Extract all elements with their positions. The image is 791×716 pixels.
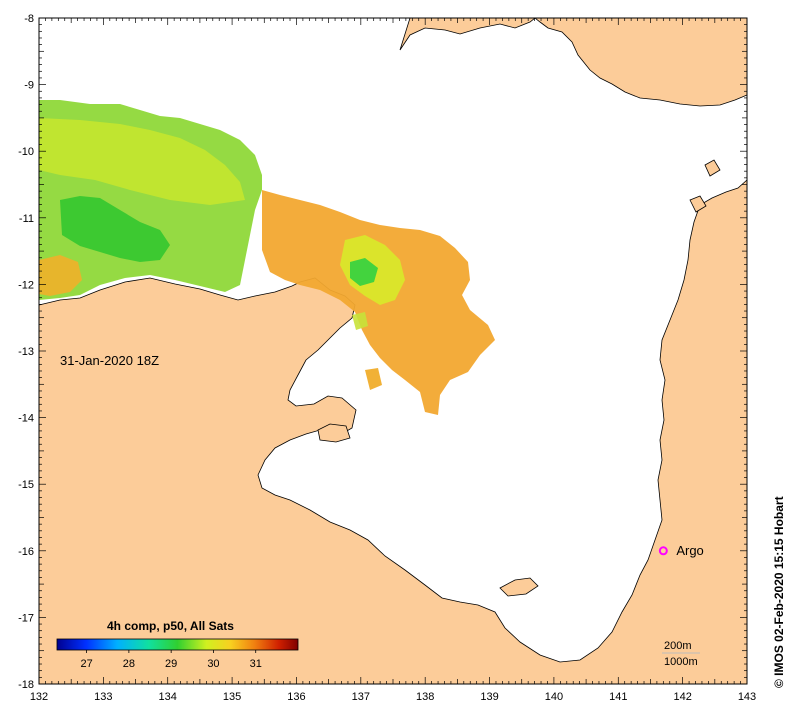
x-tick-label: 142 <box>673 691 691 703</box>
colorbar-ticks: 27 28 29 30 31 <box>80 650 262 670</box>
y-tick-label: -13 <box>18 346 34 358</box>
sst-patch-south-yellow <box>352 312 368 330</box>
y-tick-label: -16 <box>18 546 34 558</box>
x-tick-label: 132 <box>30 691 48 703</box>
x-tick-label: 139 <box>480 691 498 703</box>
colorbar-gradient <box>56 638 299 651</box>
colorbar-tick-label: 28 <box>123 658 135 670</box>
x-tick-label: 140 <box>545 691 563 703</box>
plot-area: 31-Jan-2020 18Z 4h comp, p50, All Sats <box>38 17 748 685</box>
argo-marker[interactable]: Argo <box>658 543 704 558</box>
x-tick-label: 143 <box>738 691 756 703</box>
colorbar-tick-label: 29 <box>165 658 177 670</box>
x-tick-label: 137 <box>352 691 370 703</box>
land-island-2 <box>317 423 351 443</box>
land-island-1 <box>499 577 539 597</box>
x-tick-label: 133 <box>94 691 112 703</box>
x-tick-label: 138 <box>416 691 434 703</box>
sst-patch-south-orange <box>365 368 382 390</box>
land-island-4 <box>704 159 721 177</box>
x-tick-label: 141 <box>609 691 627 703</box>
sst-patch-central-green <box>350 258 378 286</box>
x-tick-label: 134 <box>159 691 177 703</box>
sst-patch-west-darkgreen <box>60 196 170 262</box>
depth-legend-1000m: 1000m <box>664 656 698 668</box>
y-tick-label: -8 <box>24 13 34 25</box>
x-tick-label: 136 <box>287 691 305 703</box>
colorbar-title: 4h comp, p50, All Sats <box>107 619 234 633</box>
depth-legend-200m: 200m <box>664 640 692 652</box>
y-tick-label: -18 <box>18 679 34 691</box>
argo-label: Argo <box>676 543 703 558</box>
axes: 132 133 134 135 136 137 138 139 140 141 142 143 -8 -9… <box>18 13 756 703</box>
y-tick-label: -17 <box>18 612 34 624</box>
depth-legend: 200m 1000m <box>662 640 700 668</box>
sst-patch-west-orange <box>39 255 82 296</box>
argo-float-icon[interactable] <box>658 546 668 556</box>
y-tick-label: -12 <box>18 279 34 291</box>
colorbar-tick-label: 31 <box>250 658 262 670</box>
y-tick-label: -11 <box>19 213 34 225</box>
colorbar-tick-label: 30 <box>207 658 219 670</box>
colorbar: 4h comp, p50, All Sats 27 28 29 30 31 <box>56 619 299 670</box>
land-masses <box>38 17 748 685</box>
y-tick-label: -15 <box>18 479 34 491</box>
y-tick-label: -14 <box>18 413 34 425</box>
credit-text: © IMOS 02-Feb-2020 15:15 Hobart <box>772 496 786 688</box>
land-cape-york <box>533 17 748 107</box>
date-label: 31-Jan-2020 18Z <box>60 353 159 368</box>
y-tick-label: -9 <box>24 80 34 92</box>
sst-patch-west-yellow <box>39 118 245 205</box>
x-tick-label: 135 <box>223 691 241 703</box>
sst-coverage <box>39 100 495 415</box>
y-tick-label: -10 <box>18 146 34 158</box>
colorbar-tick-label: 27 <box>80 658 92 670</box>
land-island-3 <box>689 195 707 213</box>
